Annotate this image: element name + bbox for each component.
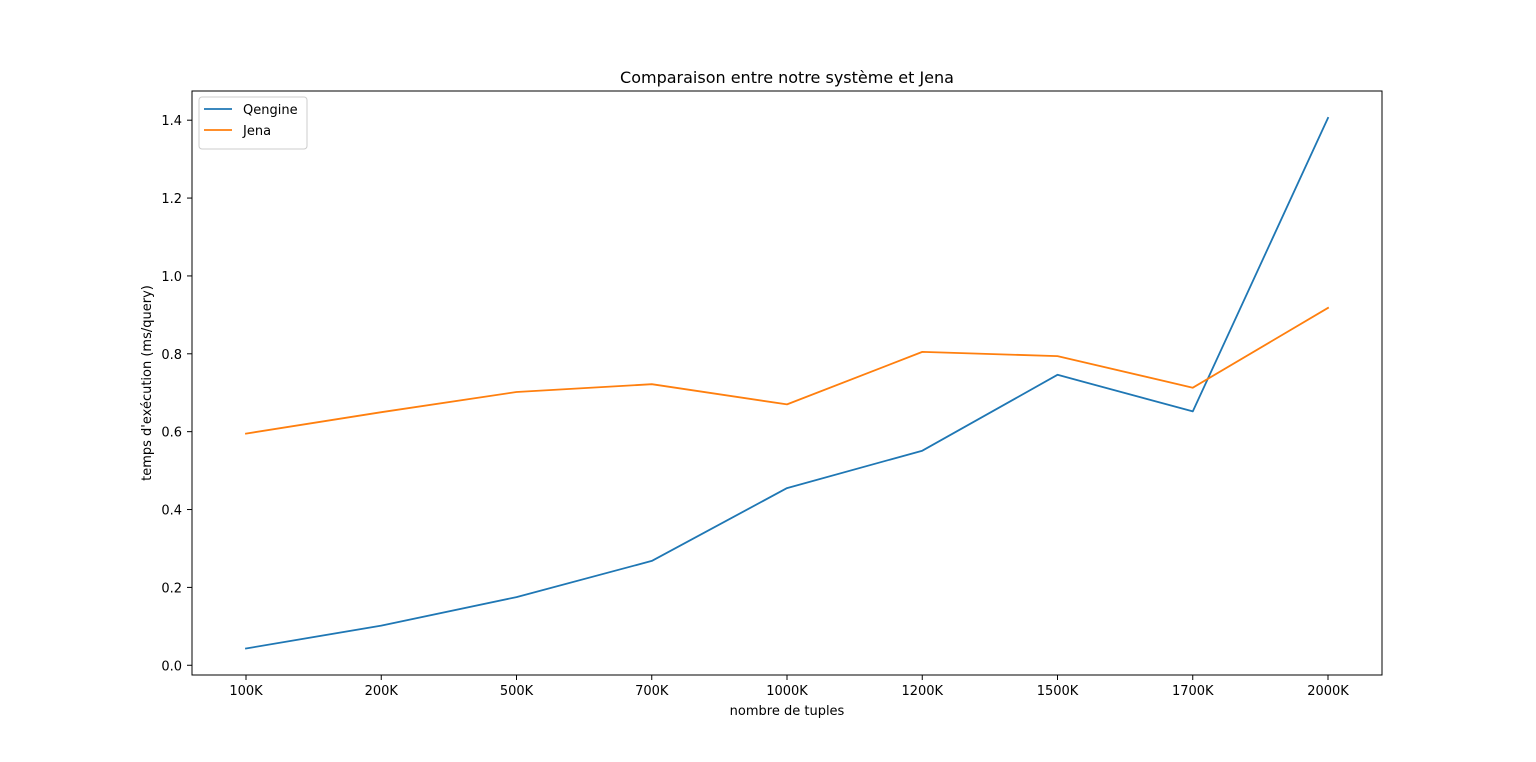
- x-tick-label: 1500K: [1037, 684, 1079, 699]
- chart-title: Comparaison entre notre système et Jena: [620, 68, 954, 87]
- x-tick-label: 1700K: [1172, 684, 1214, 699]
- plot-frame: [191, 90, 1383, 676]
- y-tick-label: 1.2: [161, 192, 182, 207]
- y-tick-label: 0.8: [161, 348, 182, 363]
- y-tick-label: 1.4: [161, 114, 182, 129]
- x-tick-label: 700K: [635, 684, 669, 699]
- legend-label-qengine: Qengine: [243, 103, 298, 118]
- y-tick-label: 0.2: [161, 581, 182, 596]
- x-tick-label: 100K: [229, 684, 263, 699]
- y-tick-label: 1.0: [161, 270, 182, 285]
- legend: Qengine Jena: [198, 96, 308, 150]
- legend-label-jena: Jena: [242, 124, 271, 139]
- y-axis-title: temps d'exécution (ms/query): [140, 285, 155, 481]
- y-tick-label: 0.0: [161, 659, 182, 674]
- x-tick-label: 1200K: [901, 684, 943, 699]
- x-tick-label: 2000K: [1307, 684, 1349, 699]
- series-line-jena: [244, 306, 1330, 435]
- y-tick-label: 0.6: [161, 426, 182, 441]
- x-axis: 100K 200K 500K 700K 1000K 1200K 1500K 1700K 2000…: [229, 675, 1349, 699]
- legend-box: [198, 96, 308, 150]
- x-axis-title: nombre de tuples: [730, 704, 845, 719]
- x-tick-label: 1000K: [766, 684, 808, 699]
- plot-area: [244, 116, 1330, 650]
- y-tick-label: 0.4: [161, 504, 182, 519]
- x-tick-label: 200K: [365, 684, 399, 699]
- y-axis: 0.0 0.2 0.4 0.6 0.8 1.0 1.2 1.4: [161, 114, 192, 674]
- x-tick-label: 500K: [500, 684, 534, 699]
- series-line-qengine: [244, 116, 1330, 650]
